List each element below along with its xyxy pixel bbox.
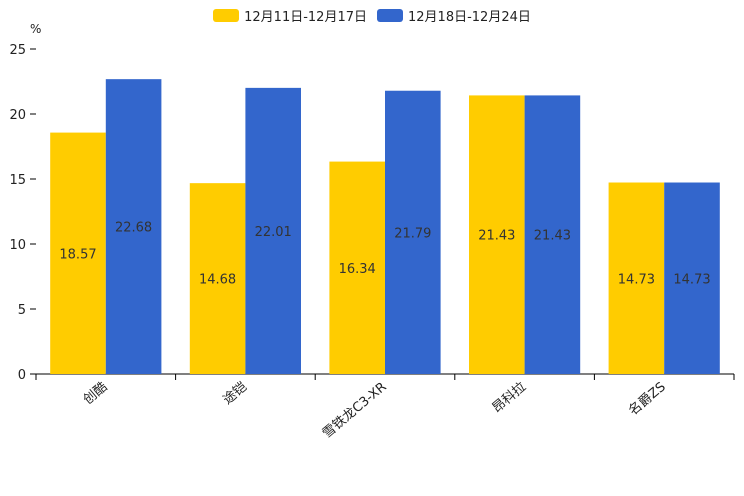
legend-label-series-1: 12月11日-12月17日 <box>244 10 367 25</box>
x-tick-label-2: 雪铁龙C3-XR <box>320 380 390 442</box>
x-tick-label-1: 途铠 <box>220 379 250 408</box>
data-label-1-2: 16.34 <box>339 262 376 277</box>
y-tick-label-1: 5 <box>18 303 26 318</box>
data-label-2-1: 22.01 <box>255 225 292 240</box>
x-tick-label-0: 创酷 <box>81 380 111 408</box>
bar-1-1 <box>189 183 246 374</box>
legend-item-series-1[interactable]: 12月11日-12月17日 <box>213 6 367 25</box>
y-tick-label-4: 20 <box>9 108 26 123</box>
legend-swatch-series-1 <box>213 9 240 22</box>
y-axis-unit-label: % <box>30 22 42 36</box>
data-label-1-3: 21.43 <box>478 229 515 244</box>
data-label-1-1: 14.68 <box>199 273 236 288</box>
y-tick-label-5: 25 <box>9 43 26 58</box>
x-tick-label-4: 名爵ZS <box>625 379 668 419</box>
bar-2-0 <box>105 79 162 374</box>
data-label-1-4: 14.73 <box>618 272 655 287</box>
bar-2-1 <box>245 87 301 375</box>
data-label-2-0: 22.68 <box>115 221 152 236</box>
y-tick-label-3: 15 <box>9 173 26 188</box>
bar-2-3 <box>524 95 581 374</box>
data-label-2-3: 21.43 <box>534 229 571 244</box>
bar-1-0 <box>50 132 106 374</box>
x-tick-label-3: 昂科拉 <box>490 380 530 417</box>
legend-label-series-2: 12月18日-12月24日 <box>408 10 531 25</box>
legend: 12月11日-12月17日 12月18日-12月24日 <box>0 6 744 25</box>
bar-1-2 <box>329 161 385 374</box>
data-label-2-4: 14.73 <box>673 272 710 287</box>
y-tick-label-2: 10 <box>9 238 26 253</box>
legend-swatch-series-2 <box>377 9 403 22</box>
bar-2-2 <box>385 90 441 374</box>
data-label-2-2: 21.79 <box>394 226 431 241</box>
data-label-1-0: 18.57 <box>59 247 96 262</box>
legend-item-series-2[interactable]: 12月18日-12月24日 <box>377 6 531 25</box>
bar-1-3 <box>469 95 525 374</box>
y-tick-label-0: 0 <box>18 368 26 383</box>
bar-2-4 <box>664 182 720 374</box>
bar-1-4 <box>608 182 665 374</box>
